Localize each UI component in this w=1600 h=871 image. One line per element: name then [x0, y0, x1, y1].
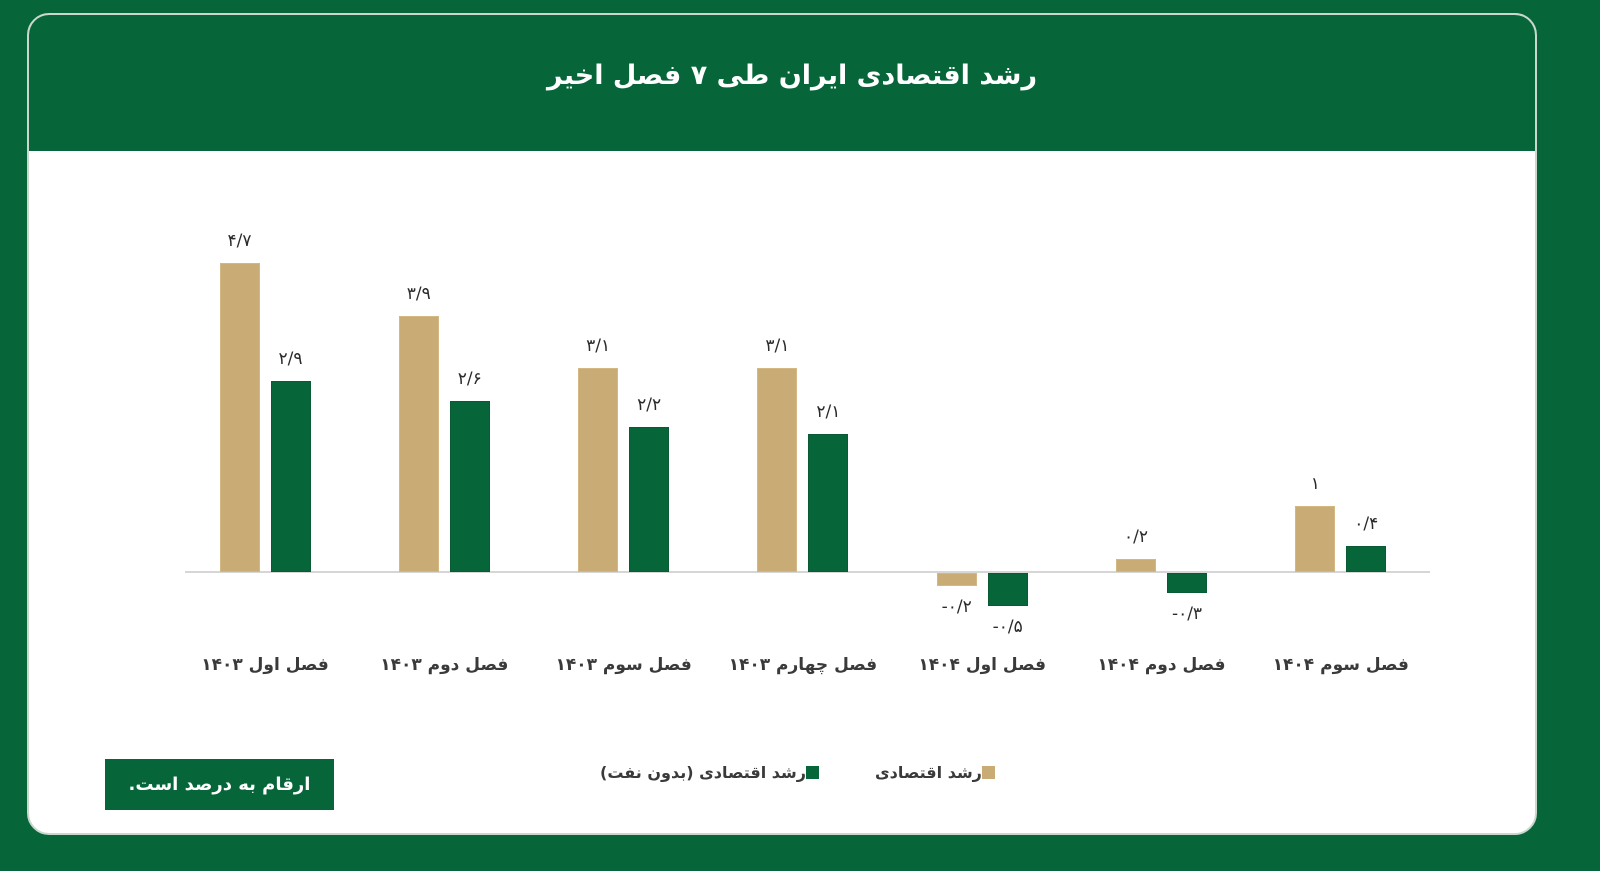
data-label: -۰/۳ — [1171, 603, 1203, 624]
zero-baseline — [185, 571, 1430, 573]
bar-non-oil-growth[interactable] — [1346, 545, 1387, 572]
bar-non-oil-growth[interactable] — [808, 434, 849, 572]
bar-non-oil-growth[interactable] — [1167, 573, 1207, 593]
bar-economic-growth[interactable] — [936, 573, 977, 587]
data-label: ۳/۱ — [765, 336, 790, 357]
bar-economic-growth[interactable] — [757, 368, 798, 572]
bar-non-oil-growth[interactable] — [987, 573, 1028, 606]
data-label: ۲/۱ — [816, 402, 841, 423]
data-label: -۰/۲ — [941, 597, 972, 618]
x-axis-category-label: فصل سوم ۱۴۰۴ — [1272, 655, 1409, 675]
bar-economic-growth[interactable] — [1116, 558, 1156, 572]
bar-non-oil-growth[interactable] — [629, 427, 670, 572]
data-label: ۱ — [1310, 474, 1320, 495]
unit-note: ارقام به درصد است. — [105, 759, 334, 810]
x-axis-category-label: فصل چهارم ۱۴۰۳ — [728, 655, 878, 675]
legend-item-economic-growth[interactable]: رشد اقتصادی — [875, 763, 1003, 782]
legend-swatch-non-oil-icon — [805, 765, 819, 779]
legend-label-non-oil-growth: رشد اقتصادی (بدون نفت) — [600, 762, 806, 782]
chart-title: رشد اقتصادی ایران طی ۷ فصل اخیر — [546, 59, 1038, 91]
bar-economic-growth[interactable] — [398, 315, 439, 572]
x-axis-category-label: فصل دوم ۱۴۰۳ — [380, 655, 509, 675]
x-axis-category-label: فصل اول ۱۴۰۴ — [918, 655, 1046, 675]
legend-label-economic-growth: رشد اقتصادی — [874, 762, 982, 782]
x-axis-category-label: فصل سوم ۱۴۰۳ — [555, 655, 692, 675]
chart-header: رشد اقتصادی ایران طی ۷ فصل اخیر — [29, 15, 1535, 151]
bar-economic-growth[interactable] — [219, 263, 260, 572]
legend-swatch-economic-icon — [981, 765, 995, 779]
x-axis-category-label: فصل اول ۱۴۰۳ — [201, 655, 329, 675]
data-label: ۳/۱ — [586, 336, 611, 357]
data-label: ۲/۲ — [637, 395, 662, 416]
bar-economic-growth[interactable] — [1295, 506, 1336, 572]
legend-item-non-oil-growth[interactable]: رشد اقتصادی (بدون نفت) — [600, 763, 827, 782]
data-label: ۳/۹ — [406, 283, 431, 304]
bar-non-oil-growth[interactable] — [449, 401, 490, 572]
bar-economic-growth[interactable] — [578, 368, 619, 572]
bar-non-oil-growth[interactable] — [270, 381, 311, 572]
data-label: -۰/۵ — [992, 616, 1023, 637]
data-label: ۴/۷ — [227, 231, 252, 252]
x-axis-category-label: فصل دوم ۱۴۰۴ — [1097, 655, 1226, 675]
data-label: ۲/۹ — [278, 349, 303, 370]
data-label: ۰/۴ — [1354, 513, 1379, 534]
data-label: ۲/۶ — [457, 369, 482, 390]
legend: رشد اقتصادی (بدون نفت) رشد اقتصادی — [600, 760, 1003, 784]
data-label: ۰/۲ — [1124, 526, 1148, 547]
